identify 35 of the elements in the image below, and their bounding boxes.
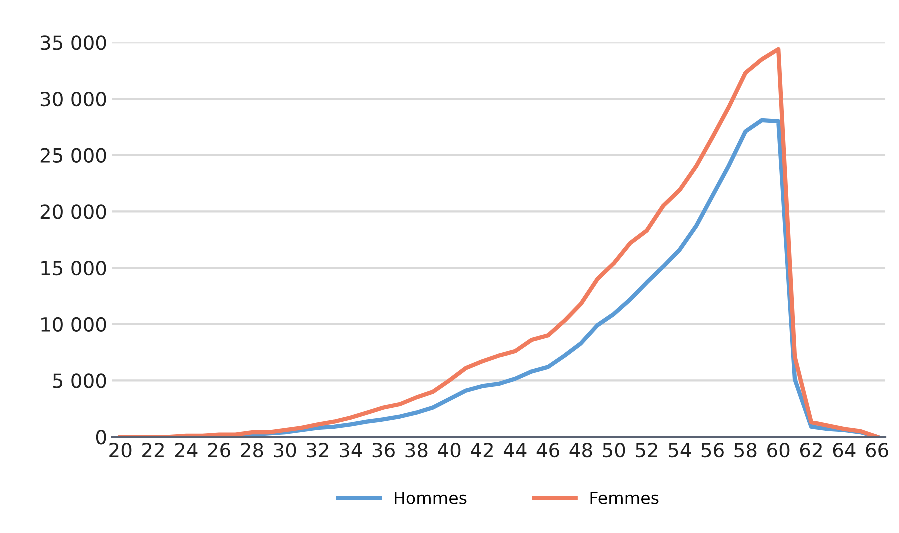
y-tick-label: 0 bbox=[96, 430, 106, 445]
x-tick-label: 66 bbox=[866, 442, 888, 458]
x-tick-label: 28 bbox=[241, 442, 264, 458]
line-series bbox=[118, 47, 880, 438]
y-tick-label: 25 000 bbox=[40, 148, 106, 163]
y-tick-label: 10 000 bbox=[42, 317, 106, 332]
x-tick-label: 20 bbox=[110, 442, 132, 458]
legend-label: Femmes bbox=[590, 492, 659, 504]
x-tick-label: 48 bbox=[570, 442, 592, 458]
x-tick-label: 46 bbox=[536, 442, 560, 458]
x-tick-label: 58 bbox=[734, 442, 757, 458]
y-tick-label: 30 000 bbox=[40, 92, 106, 107]
x-tick-label: 56 bbox=[702, 442, 724, 458]
x-tick-label: 42 bbox=[471, 442, 493, 458]
x-tick-label: 52 bbox=[636, 442, 658, 458]
y-tick-label: 5 000 bbox=[53, 374, 106, 388]
x-tick-label: 64 bbox=[833, 442, 856, 458]
x-tick-label: 40 bbox=[438, 442, 461, 458]
x-tick-label: 44 bbox=[504, 443, 527, 458]
y-tick-label: 15 000 bbox=[42, 260, 106, 276]
x-tick-label: 62 bbox=[800, 442, 822, 458]
x-tick-label: 54 bbox=[669, 443, 692, 458]
x-tick-label: 24 bbox=[175, 442, 198, 458]
x-tick-label: 36 bbox=[372, 442, 395, 458]
y-tick-label: 35 000 bbox=[40, 36, 106, 50]
x-tick-label: 22 bbox=[142, 442, 164, 458]
x-tick-label: 60 bbox=[768, 442, 790, 458]
x-tick-label: 34 bbox=[340, 442, 362, 458]
legend-label: Hommes bbox=[395, 492, 467, 504]
x-tick-label: 26 bbox=[208, 442, 230, 458]
x-tick-label: 32 bbox=[307, 442, 328, 458]
x-tick-label: 30 bbox=[274, 442, 296, 458]
x-tick-label: 38 bbox=[406, 442, 428, 458]
x-tick-label: 50 bbox=[603, 442, 626, 458]
y-tick-label: 20 000 bbox=[40, 204, 106, 220]
